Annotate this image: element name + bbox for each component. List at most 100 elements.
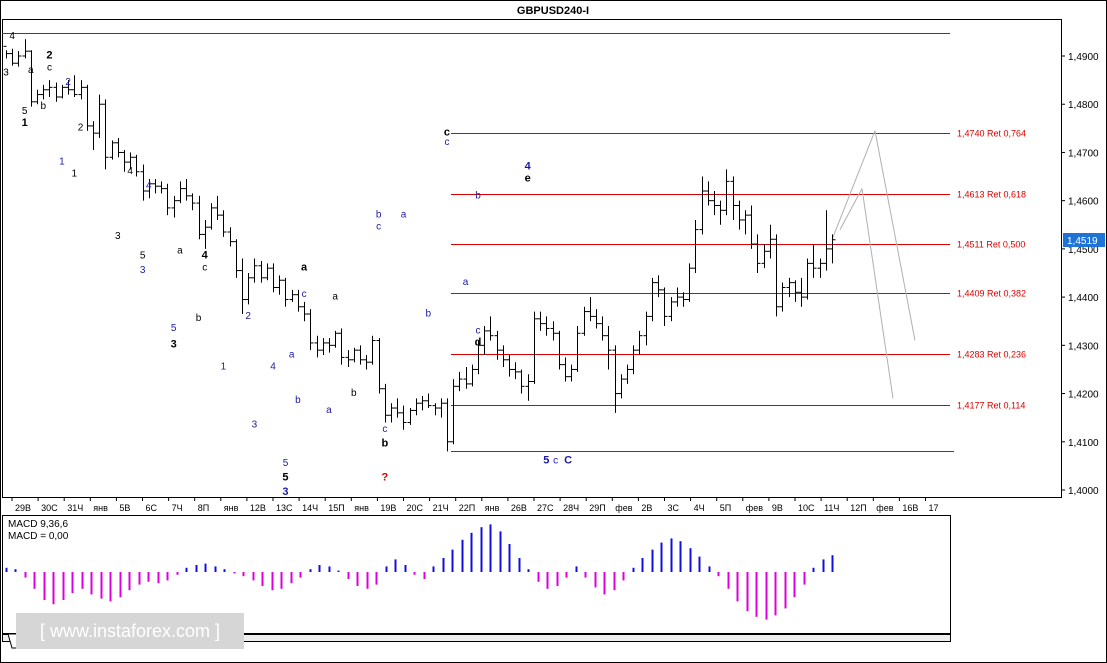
wave-label: a [289,349,295,360]
time-tick-label: 12В [250,503,266,513]
wave-label: c [444,127,450,139]
fib-levels: 1,4740 Ret 0,764 1,4613 Ret 0,618 1,4511 R… [451,129,1026,452]
wave-label: 4 [525,160,532,172]
time-tick-label: 12П [850,503,866,513]
wave-label: 5 [22,106,28,117]
wave-label: 4 [127,166,133,177]
wave-label: a [463,277,469,288]
wave-label: a [401,210,407,221]
price-tick-label: 1,4800 [1068,100,1099,111]
wave-label: 3 [252,419,258,430]
time-tick-label: 6С [146,503,158,513]
watermark-bg [16,613,244,649]
time-tick-label: янв [224,503,239,513]
macd-frame [2,515,951,634]
time-tick-label: 31Ч [67,503,83,513]
wave-label: 3 [140,265,146,276]
wave-label: a [301,262,308,274]
time-axis: 29В 30С 31Ч янв 5В 6С 7Ч 8П янв 12В 13С 14Ч 15П янв 19… [11,497,939,513]
macd-label-signal: MACD = 0,00 [8,531,69,542]
wave-label: 1 [72,169,78,180]
time-tick-label: 11Ч [824,503,839,513]
wave-label: c [47,62,52,73]
wave-label: c [444,137,449,148]
wave-label: c [302,289,307,300]
wave-label: 4 [270,361,276,372]
price-tick-label: 1,4900 [1068,52,1099,63]
fib-label: 1,4283 Ret 0,236 [957,350,1026,360]
time-tick-label: 4Ч [694,503,705,513]
wave-label: 1 [59,157,65,168]
wave-label: b [295,395,301,406]
watermark-text: [ www.instaforex.com ] [40,621,220,641]
time-tick-label: 29В [15,503,31,513]
macd-bars [5,524,834,620]
wave-label: a [326,405,332,416]
wave-label: 3 [3,67,9,78]
time-tick-label: 21Ч [433,503,449,513]
wave-label: c [476,325,481,336]
time-tick-label: 5П [720,503,731,513]
macd-label-main: MACD 9,36,6 [8,519,68,530]
wave-label: d [475,336,482,348]
wave-label: b [381,438,388,450]
wave-label: 2 [46,49,52,61]
projection-line [839,188,863,230]
price-tick-label: 1,4500 [1068,245,1099,256]
wave-label: 4 [9,31,15,42]
wave-label: 5 [283,458,289,469]
wave-label: 2 [65,77,71,88]
price-tick-label: 1,4400 [1068,293,1099,304]
time-tick-label: 29П [589,503,605,513]
projection-line [831,130,876,240]
time-tick-label: 5В [119,503,130,513]
wave-label: a [332,292,338,303]
wave-label: b [376,210,382,221]
wave-label: 5 [282,471,288,483]
time-tick-label: 14Ч [302,503,318,513]
bottom-strip [2,634,951,642]
wave-label: a [177,246,183,257]
time-tick-label: янв [354,503,369,513]
wave-label: b [40,101,46,112]
time-tick-label: 16В [902,503,918,513]
wave-label: ? [381,471,388,483]
wave-label: c [382,424,387,435]
price-tick-label: 1,4200 [1068,390,1099,401]
wave-label: C [564,454,572,466]
price-tick-label: 1,4100 [1068,438,1099,449]
fib-label: 1,4740 Ret 0,764 [957,129,1026,139]
projection-lines [831,130,916,399]
price-tick-label: 1,4600 [1068,197,1099,208]
wave-label: 3 [115,231,121,242]
wave-label: b [426,308,432,319]
time-tick-label: янв [93,503,108,513]
wave-label: 1 [221,361,227,372]
time-tick-label: 17 [929,503,939,513]
price-tick-label: 1,4000 [1068,486,1099,497]
wave-label: b [196,313,202,324]
time-tick-label: 28Ч [563,503,579,513]
time-tick-label: 13С [276,503,293,513]
time-tick-label: фев [615,503,632,513]
fib-label: 1,4511 Ret 0,500 [957,240,1025,250]
time-tick-label: 7Ч [172,503,183,513]
chart-title: GBPUSD240-I [517,5,589,17]
time-tick-label: фев [746,503,763,513]
time-tick-label: 27С [537,503,554,513]
price-axis: 1,4900 1,4800 1,4700 1,4600 1,4500 1,4400 1,43… [1061,52,1099,497]
wave-label: 5 [543,454,549,466]
projection-line [874,130,916,341]
time-tick-label: 19В [380,503,396,513]
wave-label: a [28,65,34,76]
time-tick-label: 3С [668,503,680,513]
time-tick-label: фев [876,503,893,513]
wave-label: 1 [22,117,28,129]
wave-label: b [351,388,357,399]
wave-label: 2 [245,311,251,322]
fib-label: 1,4613 Ret 0,618 [957,190,1026,200]
candles [3,39,836,452]
wave-label: 4 [202,250,209,262]
